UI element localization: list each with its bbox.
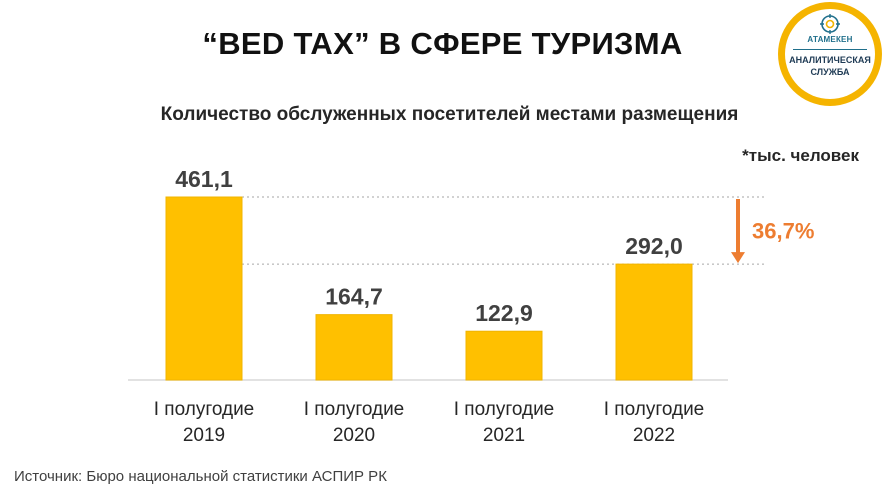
bar xyxy=(465,330,543,381)
ornament-icon xyxy=(820,14,840,34)
x-tick-label: I полугодие xyxy=(304,399,405,420)
change-arrow-head xyxy=(731,252,745,264)
x-tick-label: 2021 xyxy=(483,425,525,446)
logo-brand: АТАМЕКЕН xyxy=(807,35,853,44)
data-label: 122,9 xyxy=(475,300,533,326)
logo-line-2: СЛУЖБА xyxy=(810,67,850,77)
x-tick-label: I полугодие xyxy=(604,399,705,420)
chart-subtitle: Количество обслуженных посетителей места… xyxy=(160,104,739,125)
logo-divider xyxy=(793,49,867,50)
unit-note: *тыс. человек xyxy=(742,146,859,165)
bar xyxy=(615,263,693,381)
change-annotation: 36,7% xyxy=(752,219,814,244)
slide-title: “BED TAX” В СФЕРЕ ТУРИЗМА xyxy=(202,26,683,61)
x-tick-label: 2022 xyxy=(633,425,675,446)
source-note: Источник: Бюро национальной статистики А… xyxy=(14,468,387,485)
x-tick-label: I полугодие xyxy=(154,399,255,420)
logo-badge: АТАМЕКЕН АНАЛИТИЧЕСКАЯ СЛУЖБА xyxy=(785,9,875,99)
data-label: 164,7 xyxy=(325,284,383,310)
data-label: 461,1 xyxy=(175,166,233,192)
bar xyxy=(315,314,393,381)
x-tick-label: I полугодие xyxy=(454,399,555,420)
bar xyxy=(165,196,243,381)
atameken-logo: АТАМЕКЕН АНАЛИТИЧЕСКАЯ СЛУЖБА xyxy=(778,2,882,106)
data-label: 292,0 xyxy=(625,233,683,259)
logo-line-1: АНАЛИТИЧЕСКАЯ xyxy=(789,55,871,65)
x-tick-label: 2019 xyxy=(183,425,225,446)
x-tick-label: 2020 xyxy=(333,425,375,446)
